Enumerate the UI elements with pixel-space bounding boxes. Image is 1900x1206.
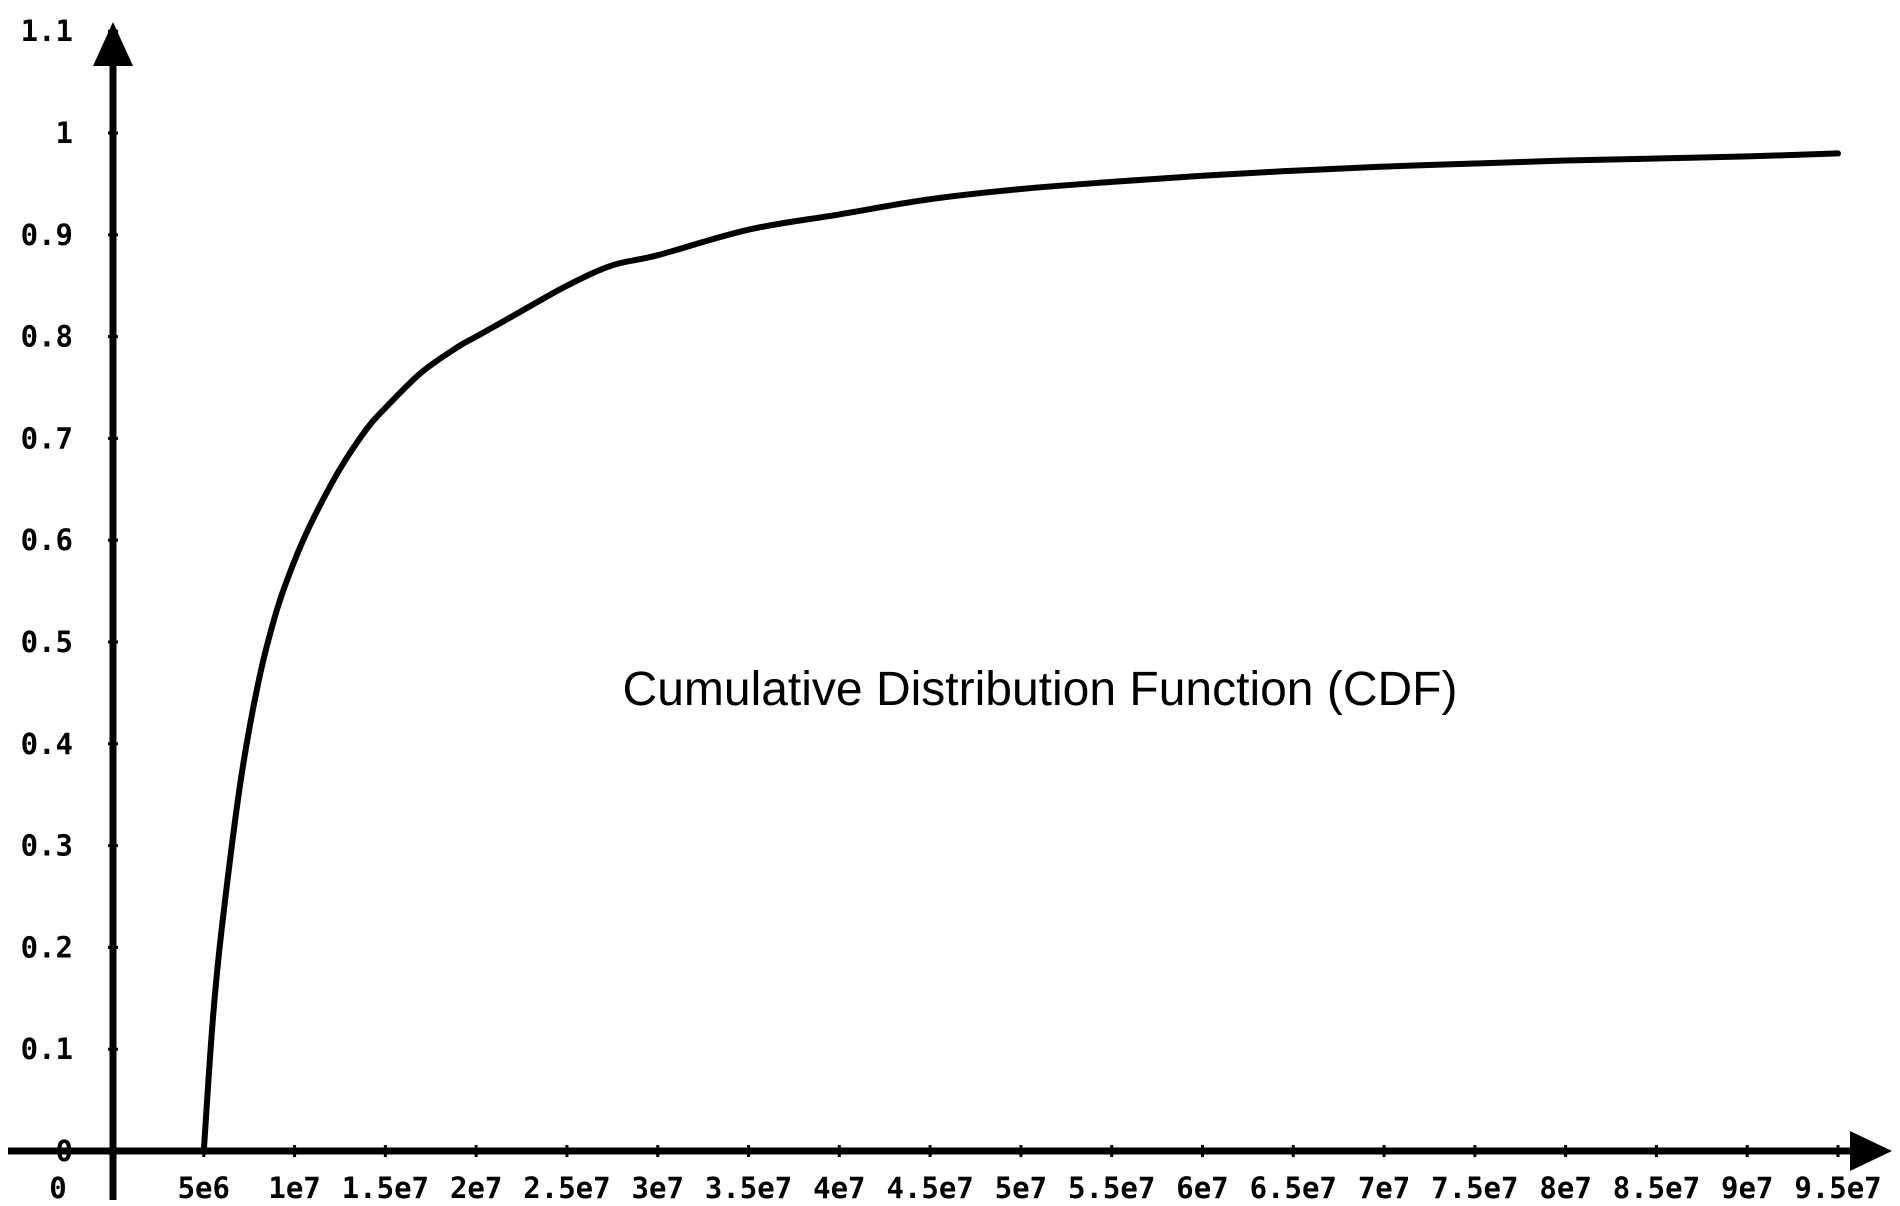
y-tick-label: 0.2 — [21, 930, 73, 964]
x-tick-label: 1e7 — [268, 1171, 320, 1205]
y-tick-label: 0.4 — [21, 727, 73, 761]
x-tick-label: 5.5e7 — [1068, 1171, 1155, 1205]
y-tick-label: 0.8 — [21, 320, 73, 354]
y-tick-label: 0 — [56, 1134, 73, 1168]
x-axis-arrow — [1850, 1131, 1892, 1171]
x-tick-label: 4.5e7 — [886, 1171, 973, 1205]
y-tick-label: 0.9 — [21, 218, 73, 252]
x-tick-label: 9.5e7 — [1794, 1171, 1881, 1205]
series — [200, 150, 1841, 1154]
x-tick-label: 7e7 — [1358, 1171, 1410, 1205]
x-tick-label: 9e7 — [1721, 1171, 1773, 1205]
x-tick-label: 7.5e7 — [1431, 1171, 1518, 1205]
chart-caption: Cumulative Distribution Function (CDF) — [623, 663, 1458, 716]
axes — [8, 22, 1892, 1200]
x-tick-label: 6e7 — [1176, 1171, 1228, 1205]
x-tick-label: 8.5e7 — [1613, 1171, 1700, 1205]
x-tick-label: 3e7 — [632, 1171, 684, 1205]
x-tick-label: 2.5e7 — [523, 1171, 610, 1205]
x-tick-label: 5e6 — [178, 1171, 230, 1205]
y-tick-label: 1 — [56, 116, 73, 150]
ticks: 0 0.1 0.2 0.3 0.4 0.5 0.6 0.7 0.8 0.9 1 1.1 0 5e6 1e7 1… — [21, 14, 1882, 1205]
y-tick-label: 1.1 — [21, 14, 73, 48]
x-tick-label: 8e7 — [1539, 1171, 1591, 1205]
y-axis-arrow — [93, 22, 133, 66]
y-tick-label: 0.6 — [21, 523, 73, 557]
cdf-series-line — [200, 150, 1841, 1154]
y-tick-label: 0.3 — [21, 829, 73, 863]
x-tick-label: 6.5e7 — [1250, 1171, 1337, 1205]
x-tick-label: 3.5e7 — [705, 1171, 792, 1205]
x-tick-label: 4e7 — [813, 1171, 865, 1205]
x-tick-label: 2e7 — [450, 1171, 502, 1205]
y-tick-label: 0.1 — [21, 1032, 73, 1066]
y-tick-label: 0.5 — [21, 625, 73, 659]
x-tick-label: 1.5e7 — [342, 1171, 429, 1205]
x-tick-label: 5e7 — [995, 1171, 1047, 1205]
x-tick-label: 0 — [49, 1171, 66, 1205]
y-tick-label: 0.7 — [21, 421, 73, 455]
